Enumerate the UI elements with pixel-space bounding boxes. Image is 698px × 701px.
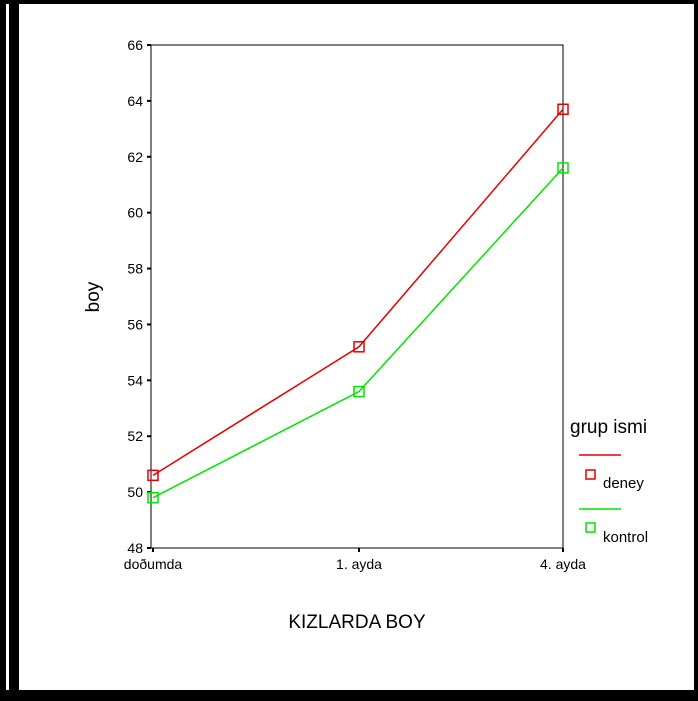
y-tick-label-60: 60 — [127, 205, 143, 221]
y-tick-label-64: 64 — [127, 93, 143, 109]
y-tick-label-54: 54 — [127, 372, 143, 388]
x-axis-title: KIZLARDA BOY — [288, 612, 426, 633]
point-kontrol-1 — [353, 385, 365, 398]
x-tick-label-1: 1. ayda — [336, 556, 382, 572]
border-left-inner-white — [6, 0, 9, 701]
y-tick-label-58: 58 — [127, 261, 143, 277]
series-layer — [147, 103, 569, 504]
x-axis: doðumda 1. ayda 4. ayda — [124, 548, 586, 572]
border-left — [0, 0, 19, 701]
border-top — [0, 0, 698, 4]
point-deney-2 — [557, 103, 569, 116]
x-tick-label-2: 4. ayda — [540, 556, 586, 572]
y-tick-label-56: 56 — [127, 316, 143, 332]
y-tick-label-48: 48 — [127, 540, 143, 556]
x-tick-label-0: doðumda — [124, 556, 183, 572]
y-axis-title: boy — [83, 281, 104, 312]
plot-area — [150, 44, 564, 549]
legend-title: grup ismi — [570, 417, 647, 438]
y-tick-label-50: 50 — [127, 484, 143, 500]
y-tick-label-52: 52 — [127, 428, 143, 444]
point-deney-0 — [147, 469, 159, 482]
legend-label-deney: deney — [603, 475, 644, 492]
point-kontrol-2 — [557, 162, 569, 174]
legend: grup ismi deney kontrol — [570, 417, 648, 546]
series-line-deney — [152, 108, 564, 476]
legend-marker-kontrol — [585, 522, 596, 533]
legend-marker-deney — [585, 469, 596, 480]
y-tick-label-62: 62 — [127, 149, 143, 165]
y-tick-label-66: 66 — [127, 37, 143, 53]
point-kontrol-0 — [147, 491, 159, 504]
point-deney-1 — [353, 341, 365, 353]
border-bottom — [0, 690, 698, 701]
border-right — [694, 0, 698, 701]
y-axis: 48 50 52 54 56 58 60 62 64 66 — [127, 37, 151, 556]
series-line-kontrol — [152, 167, 564, 499]
legend-label-kontrol: kontrol — [603, 529, 648, 546]
